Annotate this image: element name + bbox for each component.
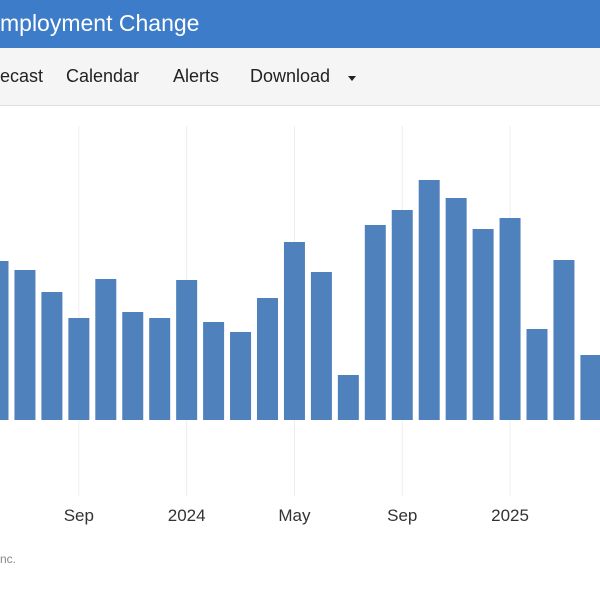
x-tick-label: May	[278, 506, 311, 525]
bar	[14, 270, 36, 420]
bar	[553, 260, 575, 420]
bar	[203, 322, 225, 420]
chart: Sep 2024 May Sep 2025	[0, 126, 600, 525]
bar	[310, 272, 332, 420]
nav-item[interactable]: Download	[250, 66, 331, 86]
bar	[391, 210, 413, 420]
nav-item[interactable]: ecast	[0, 66, 44, 86]
bar	[122, 312, 144, 420]
footer: nc.	[0, 552, 16, 566]
bar	[283, 242, 305, 420]
bar	[364, 225, 386, 420]
bar	[472, 229, 494, 420]
bar	[176, 280, 198, 420]
nav-bar: ecast Calendar Alerts Download	[0, 48, 600, 106]
bar	[95, 279, 117, 420]
bar	[68, 318, 90, 420]
bar	[149, 318, 171, 420]
source: nc.	[0, 552, 17, 566]
bar	[257, 298, 278, 420]
bar	[445, 198, 467, 420]
bar	[230, 332, 252, 420]
bar	[0, 261, 9, 420]
x-tick-label: 2025	[491, 506, 529, 525]
bar	[418, 180, 440, 420]
bar	[580, 355, 600, 420]
header: mployment Change	[0, 0, 600, 48]
nav-item[interactable]: Calendar	[66, 66, 140, 86]
bar	[337, 375, 359, 420]
x-tick-label: Sep	[387, 506, 417, 525]
x-tick-label: 2024	[168, 506, 206, 525]
x-tick-label: Sep	[64, 506, 94, 525]
page-title: mployment Change	[0, 10, 200, 36]
bar	[499, 218, 521, 420]
bar	[526, 329, 548, 420]
dropdown-caret	[348, 76, 356, 81]
nav-item[interactable]: Alerts	[173, 66, 220, 86]
bar	[41, 292, 63, 420]
